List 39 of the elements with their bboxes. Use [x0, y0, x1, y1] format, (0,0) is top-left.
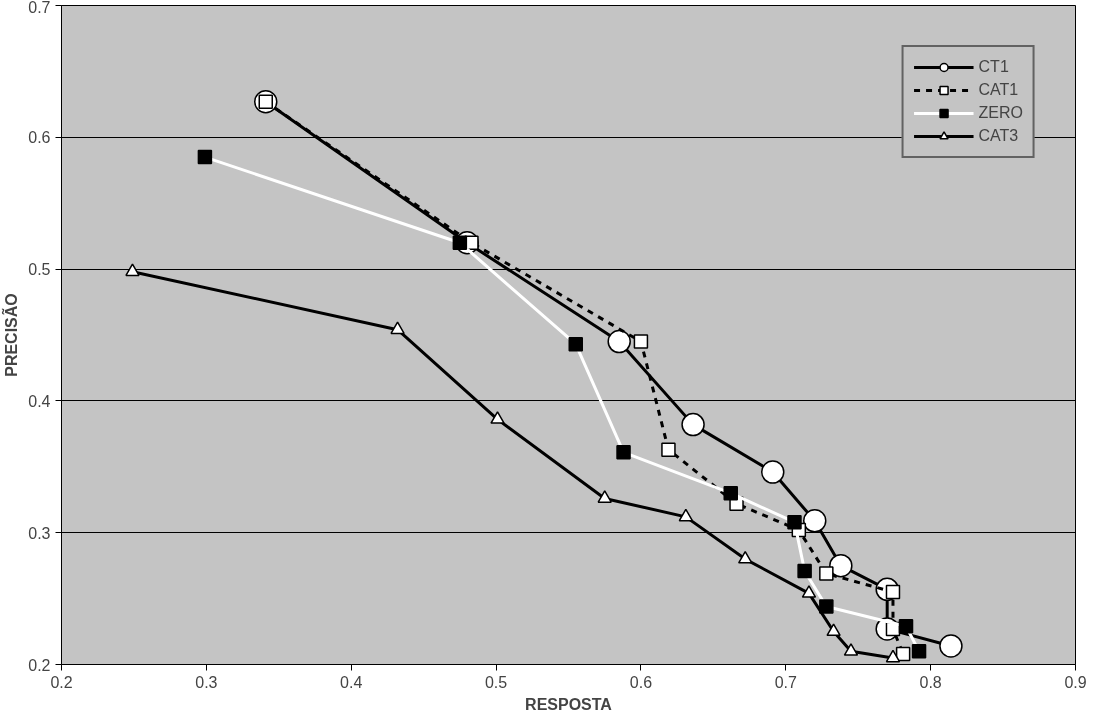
point	[490, 411, 505, 424]
y-tick-label: 0.7	[28, 0, 51, 16]
x-tick-label: 0.9	[1064, 673, 1087, 691]
legend-label: CAT1	[978, 81, 1019, 99]
point	[826, 623, 841, 637]
y-tick-label: 0.2	[28, 656, 51, 674]
x-tick-label: 0.3	[195, 673, 218, 691]
legend-label: CT1	[978, 58, 1009, 76]
point	[390, 321, 405, 335]
point	[681, 412, 705, 437]
point	[939, 634, 963, 658]
point	[843, 643, 859, 656]
point	[633, 334, 649, 349]
x-tick-label: 0.4	[340, 673, 363, 691]
x-axis-title: RESPOSTA	[525, 695, 613, 713]
point	[737, 550, 753, 564]
point	[803, 509, 827, 533]
y-tick-label: 0.5	[28, 261, 51, 279]
point	[819, 566, 834, 581]
x-tick-label: 0.2	[50, 673, 73, 691]
point	[678, 508, 694, 522]
x-tick-label: 0.5	[484, 673, 508, 691]
y-axis-title: PRECISÃO	[1, 293, 21, 377]
point	[761, 460, 785, 484]
legend-label: ZERO	[978, 104, 1023, 122]
y-tick-label: 0.6	[28, 129, 51, 147]
x-tick-label: 0.6	[629, 673, 653, 691]
point	[885, 649, 901, 663]
point	[607, 329, 631, 354]
x-tick-label: 0.8	[919, 673, 942, 691]
y-tick-label: 0.4	[28, 392, 51, 410]
point	[661, 442, 676, 457]
x-tick-label: 0.7	[774, 673, 798, 691]
point	[829, 553, 853, 578]
point	[597, 490, 612, 503]
point	[125, 263, 140, 277]
y-tick-label: 0.3	[28, 524, 51, 542]
point	[801, 585, 817, 598]
legend-label: CAT3	[978, 127, 1019, 145]
